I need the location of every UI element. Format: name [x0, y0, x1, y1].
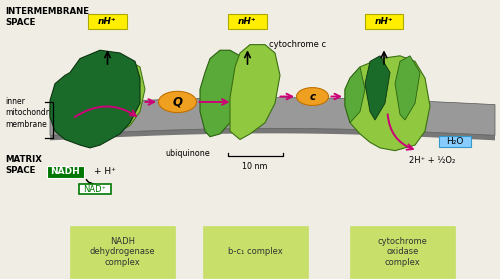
- Polygon shape: [50, 128, 495, 140]
- FancyBboxPatch shape: [350, 226, 455, 278]
- Text: nH⁺: nH⁺: [98, 17, 117, 26]
- Text: ubiquinone: ubiquinone: [165, 149, 210, 158]
- Circle shape: [158, 91, 196, 112]
- FancyBboxPatch shape: [364, 14, 404, 29]
- Text: b-c₁ complex: b-c₁ complex: [228, 247, 282, 256]
- FancyBboxPatch shape: [228, 14, 267, 29]
- Text: SPACE: SPACE: [5, 18, 36, 27]
- FancyBboxPatch shape: [439, 136, 471, 147]
- Polygon shape: [345, 56, 430, 151]
- FancyBboxPatch shape: [88, 14, 127, 29]
- FancyBboxPatch shape: [70, 226, 175, 278]
- Text: NADH: NADH: [50, 167, 80, 176]
- Text: c: c: [310, 92, 316, 102]
- Text: MATRIX: MATRIX: [5, 155, 42, 164]
- Polygon shape: [230, 45, 280, 140]
- Text: mitochondrial: mitochondrial: [5, 109, 58, 117]
- Polygon shape: [100, 59, 145, 131]
- Text: inner: inner: [5, 97, 25, 106]
- Polygon shape: [395, 56, 420, 120]
- Polygon shape: [50, 50, 140, 148]
- Text: H₂O: H₂O: [446, 137, 464, 146]
- Text: nH⁺: nH⁺: [374, 17, 394, 26]
- Polygon shape: [345, 67, 365, 123]
- Circle shape: [296, 88, 328, 105]
- Text: 10 nm: 10 nm: [242, 162, 268, 171]
- Text: membrane: membrane: [5, 120, 47, 129]
- FancyBboxPatch shape: [202, 226, 308, 278]
- Text: NAD⁺: NAD⁺: [84, 185, 106, 194]
- Polygon shape: [50, 98, 495, 135]
- Text: NADH
dehydrogenase
complex: NADH dehydrogenase complex: [90, 237, 156, 267]
- Text: 2H⁺ + ½O₂: 2H⁺ + ½O₂: [410, 156, 456, 165]
- FancyBboxPatch shape: [46, 166, 84, 178]
- Text: cytochrome c: cytochrome c: [269, 40, 326, 49]
- Text: INTERMEMBRANE: INTERMEMBRANE: [5, 7, 89, 16]
- Text: nH⁺: nH⁺: [238, 17, 257, 26]
- Text: + H⁺: + H⁺: [94, 167, 116, 176]
- Text: SPACE: SPACE: [5, 166, 36, 175]
- Polygon shape: [200, 50, 245, 137]
- FancyBboxPatch shape: [79, 184, 111, 194]
- Polygon shape: [365, 56, 390, 120]
- Text: Q: Q: [172, 95, 182, 109]
- Text: cytochrome
oxidase
complex: cytochrome oxidase complex: [378, 237, 428, 267]
